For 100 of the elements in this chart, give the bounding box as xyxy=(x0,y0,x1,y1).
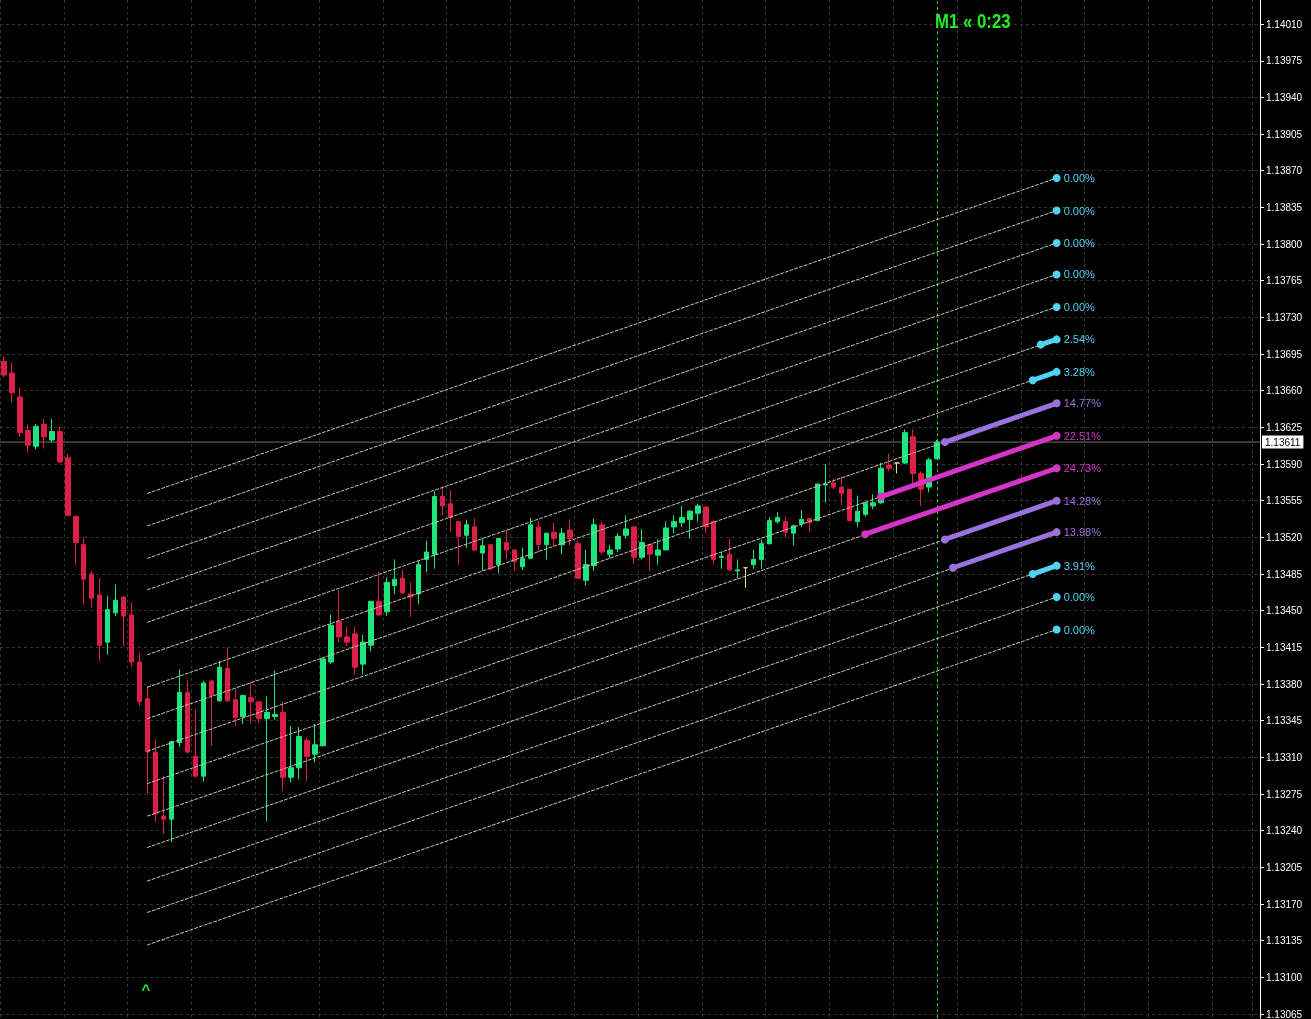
point xyxy=(877,492,886,501)
candlestick xyxy=(607,544,613,559)
point xyxy=(948,563,957,572)
candlestick xyxy=(264,696,270,822)
candlestick xyxy=(65,453,71,517)
candlestick xyxy=(783,515,788,538)
candlestick xyxy=(129,601,134,668)
y-tick-label: 1.13660 xyxy=(1266,385,1303,397)
candlestick xyxy=(655,538,661,566)
y-tick-label: 1.13415 xyxy=(1266,641,1303,653)
y-tick-label: 1.13240 xyxy=(1266,825,1303,837)
candlestick xyxy=(575,540,581,579)
candlestick xyxy=(336,589,342,643)
candlestick xyxy=(639,528,645,560)
candlestick xyxy=(177,668,182,748)
candlestick xyxy=(671,514,677,534)
y-tick-label: 1.13940 xyxy=(1266,91,1303,103)
point xyxy=(1052,335,1061,344)
candlestick xyxy=(910,428,916,485)
candlestick xyxy=(89,570,94,609)
y-tick-label: 1.13065 xyxy=(1266,1008,1303,1019)
y-tick-label: 1.13870 xyxy=(1266,165,1303,177)
point xyxy=(1028,376,1037,385)
candlestick xyxy=(296,726,302,780)
annotation: 0.00% xyxy=(1063,237,1096,250)
y-tick-label: 1.13100 xyxy=(1266,971,1303,983)
annotation: ^ xyxy=(141,981,151,998)
candlestick xyxy=(25,423,31,454)
candlestick xyxy=(105,595,110,656)
candlestick xyxy=(376,571,382,617)
y-tick-label: 1.14010 xyxy=(1266,18,1303,30)
y-tick-label: 1.13905 xyxy=(1266,128,1303,140)
candlestick xyxy=(312,723,318,764)
y-tick-label: 1.13135 xyxy=(1266,935,1303,947)
candlestick xyxy=(41,418,47,449)
candlestick xyxy=(520,547,525,571)
candlestick xyxy=(368,600,374,653)
y-tick-label: 1.13275 xyxy=(1266,788,1303,800)
y-tick-label: 1.13695 xyxy=(1266,348,1303,360)
candlestick xyxy=(767,516,772,546)
candlestick xyxy=(201,680,206,782)
annotation: 2.54% xyxy=(1063,333,1096,346)
y-tick-label: 1.13590 xyxy=(1266,458,1303,470)
annotation: 0.00% xyxy=(1063,204,1096,217)
point xyxy=(1052,399,1061,408)
candlestick xyxy=(225,646,230,703)
candlestick xyxy=(727,537,732,572)
candlestick xyxy=(256,701,262,724)
candlestick xyxy=(272,669,278,721)
y-tick-label: 1.13310 xyxy=(1266,751,1303,763)
candlestick xyxy=(185,679,190,754)
point xyxy=(941,438,949,447)
y-tick-label: 1.13975 xyxy=(1266,55,1303,67)
candlestick xyxy=(440,485,445,516)
annotation: 0.00% xyxy=(1063,591,1096,604)
candlestick xyxy=(472,518,477,552)
annotation: 0.00% xyxy=(1063,300,1096,313)
candlestick xyxy=(528,516,533,559)
annotation: 24.73% xyxy=(1063,462,1102,475)
y-tick-label: 1.13205 xyxy=(1266,861,1303,873)
y-tick-label: 1.13555 xyxy=(1266,495,1303,507)
candlestick xyxy=(855,494,860,528)
candlestick xyxy=(169,741,174,843)
candlestick xyxy=(280,701,286,792)
candlestick xyxy=(233,688,238,727)
candlestick xyxy=(551,522,557,547)
candlestick xyxy=(743,567,748,589)
annotation: 0.00% xyxy=(1063,172,1096,185)
candlestick xyxy=(384,576,390,617)
candlestick xyxy=(536,520,541,553)
candlestick xyxy=(480,537,485,572)
candlestick xyxy=(791,524,796,547)
annotation: 13.98% xyxy=(1063,526,1102,539)
candlestick xyxy=(49,418,55,443)
candlestick xyxy=(488,544,493,571)
candlestick xyxy=(567,519,573,547)
y-tick-label: 1.13730 xyxy=(1266,311,1303,323)
point xyxy=(1052,367,1061,376)
candlestick xyxy=(193,708,198,778)
y-tick-label: 1.13765 xyxy=(1266,275,1303,287)
candlestick xyxy=(934,439,940,460)
candlestick xyxy=(496,537,501,574)
candlestick xyxy=(33,423,39,450)
candlestick xyxy=(73,514,79,566)
y-tick-label: 1.13170 xyxy=(1266,898,1303,910)
annotation: 14.28% xyxy=(1063,494,1102,507)
candlestick xyxy=(647,544,653,572)
y-tick-label: 1.13450 xyxy=(1266,605,1303,617)
candlestick xyxy=(57,425,63,464)
candlestick xyxy=(9,361,15,403)
candlestick xyxy=(288,725,294,783)
candlestick xyxy=(679,505,685,528)
candlestick xyxy=(161,775,166,835)
candlestick xyxy=(360,634,366,676)
candlestick xyxy=(544,532,549,560)
candlestick xyxy=(344,625,350,647)
candlestick xyxy=(240,694,246,725)
candlestick xyxy=(97,577,102,662)
candlestick xyxy=(735,558,740,579)
candlestick xyxy=(320,658,326,747)
